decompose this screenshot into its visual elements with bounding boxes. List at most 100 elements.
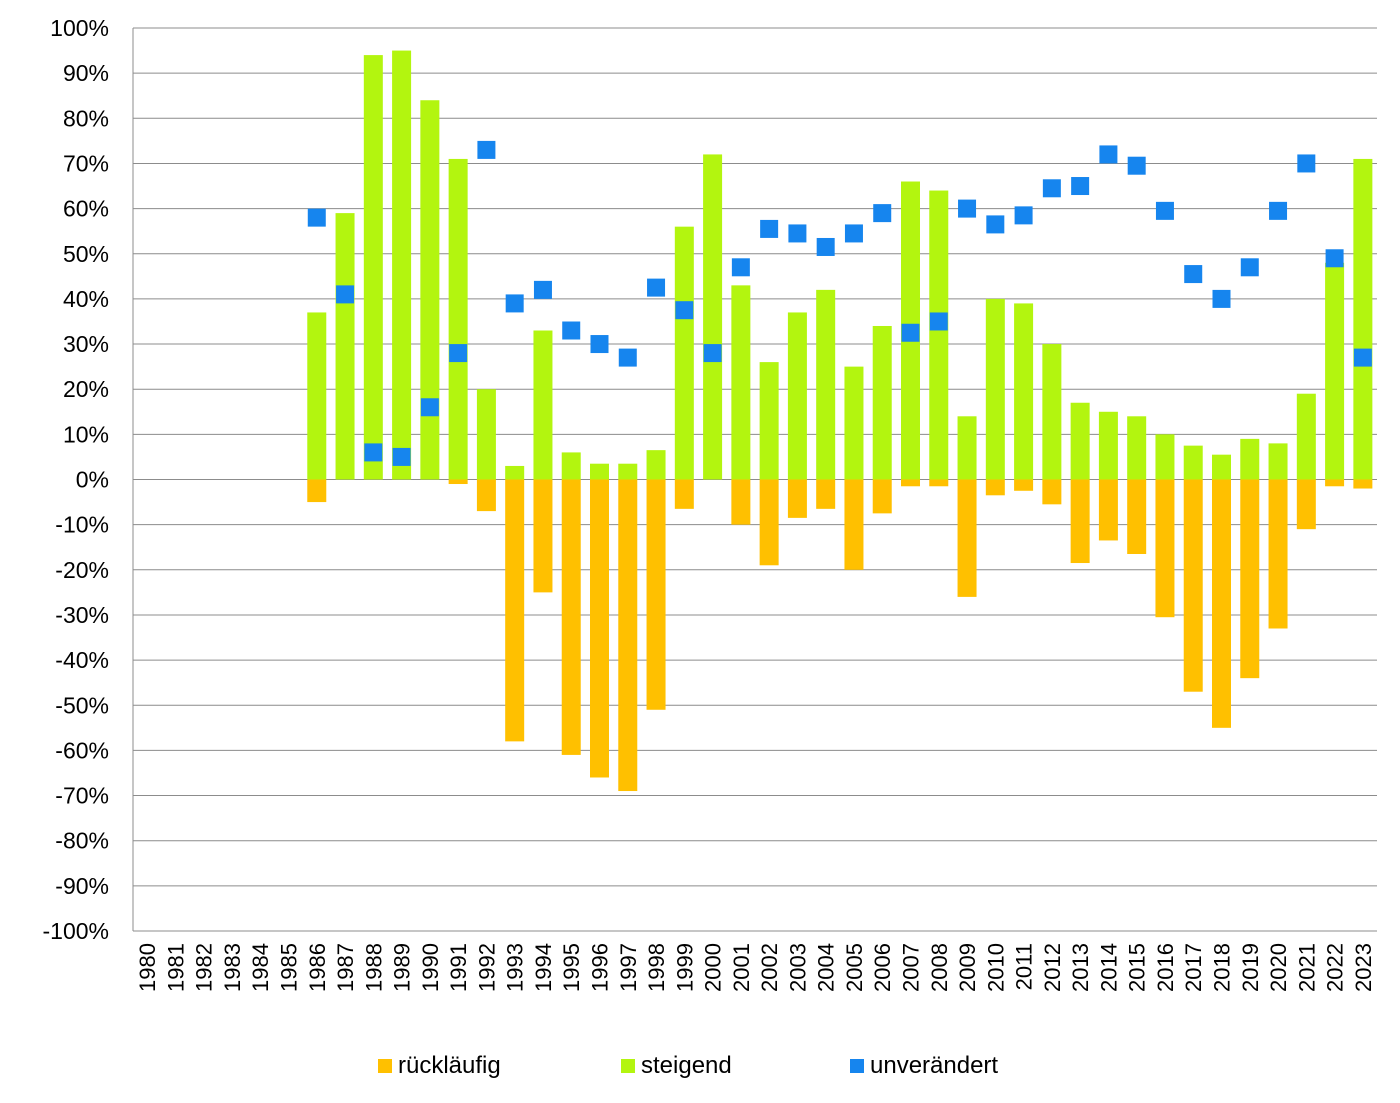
- marker-2018: [1212, 289, 1231, 308]
- marker-1999: [675, 301, 694, 320]
- x-tick-label: 2003: [785, 943, 810, 992]
- marker-2012: [1042, 179, 1061, 198]
- y-tick-label: -90%: [55, 873, 109, 899]
- y-tick-label: -60%: [55, 737, 109, 763]
- x-tick-label: 1997: [616, 943, 641, 992]
- x-tick-label: 2011: [1012, 943, 1037, 990]
- y-tick-label: 90%: [63, 60, 109, 86]
- x-axis-ticks: 1980 1981 1982 1983 1984 1985 1986 1987 1988 1989…: [135, 943, 1376, 992]
- x-tick-label: 1996: [588, 943, 613, 992]
- marker-1992: [477, 140, 496, 159]
- bar-2001: [731, 479, 751, 525]
- x-tick-label: 1983: [220, 943, 245, 992]
- x-tick-label: 1985: [277, 943, 302, 992]
- y-tick-label: -70%: [55, 783, 109, 809]
- bar-2011: [1014, 479, 1034, 491]
- marker-2023: [1353, 348, 1372, 367]
- y-tick-label: -100%: [43, 918, 109, 944]
- marker-2015: [1127, 156, 1146, 175]
- x-tick-label: 2001: [729, 943, 754, 992]
- bar-2005: [844, 366, 864, 480]
- x-tick-label: 1993: [503, 943, 528, 992]
- x-tick-label: 1999: [672, 943, 697, 992]
- y-tick-label: 10%: [63, 421, 109, 447]
- x-tick-label: 2017: [1181, 943, 1206, 992]
- marker-1997: [618, 348, 637, 367]
- x-tick-label: 2014: [1096, 943, 1121, 992]
- x-tick-label: 1980: [135, 943, 160, 992]
- x-tick-label: 1984: [248, 943, 273, 992]
- bar-2018: [1212, 454, 1231, 480]
- x-tick-label: 2022: [1323, 943, 1348, 992]
- marker-2006: [873, 204, 892, 223]
- markers: [307, 140, 1372, 466]
- bar-2019: [1240, 479, 1260, 679]
- bar-1990: [420, 100, 440, 480]
- bar-2018: [1212, 479, 1231, 728]
- x-tick-label: 2012: [1040, 943, 1065, 992]
- marker-1996: [590, 335, 609, 354]
- marker-2019: [1240, 258, 1259, 277]
- x-tick-label: 2008: [927, 943, 952, 992]
- bar-1991: [448, 158, 468, 480]
- x-tick-label: 1990: [418, 943, 443, 992]
- x-tick-label: 2007: [899, 943, 924, 992]
- bar-1998: [646, 450, 666, 480]
- x-tick-label: 1994: [531, 943, 556, 992]
- y-tick-label: 40%: [63, 286, 109, 312]
- marker-2005: [844, 224, 863, 243]
- bar-2019: [1240, 438, 1260, 480]
- bar-2020: [1268, 443, 1288, 480]
- marker-1988: [364, 443, 383, 462]
- bars: [307, 50, 1373, 792]
- bar-2017: [1183, 479, 1203, 692]
- marker-2000: [703, 344, 722, 363]
- bar-2002: [759, 479, 779, 566]
- marker-2009: [958, 199, 977, 218]
- bar-1995: [561, 479, 581, 755]
- y-tick-label: -30%: [55, 602, 109, 628]
- bar-2009: [957, 416, 977, 480]
- marker-2008: [929, 312, 948, 331]
- marker-2016: [1155, 201, 1174, 220]
- legend-item-unverandert: unverändert: [850, 1048, 998, 1084]
- bar-1992: [476, 479, 496, 512]
- x-tick-label: 2020: [1266, 943, 1291, 992]
- bar-1991: [448, 479, 468, 485]
- bar-1996: [590, 479, 609, 778]
- bar-2009: [957, 479, 977, 597]
- y-tick-label: 0%: [76, 467, 109, 493]
- y-tick-label: 80%: [63, 105, 109, 131]
- y-tick-label: -80%: [55, 828, 109, 854]
- x-tick-label: 1998: [644, 943, 669, 992]
- x-tick-label: 2000: [701, 943, 726, 992]
- y-tick-label: -20%: [55, 557, 109, 583]
- bar-2008: [929, 479, 949, 487]
- bar-2014: [1098, 479, 1118, 541]
- bar-2005: [844, 479, 864, 570]
- bar-1988: [363, 55, 383, 480]
- bar-2003: [787, 312, 807, 480]
- x-tick-label: 2016: [1153, 943, 1178, 992]
- bar-2021: [1296, 479, 1316, 530]
- bar-2006: [872, 325, 892, 480]
- bar-2017: [1183, 445, 1203, 480]
- marker-1989: [392, 447, 411, 466]
- x-tick-label: 2015: [1125, 943, 1150, 992]
- x-tick-label: 2018: [1210, 943, 1235, 992]
- marker-2011: [1014, 206, 1033, 225]
- y-tick-label: -50%: [55, 692, 109, 718]
- y-tick-label: -10%: [55, 512, 109, 538]
- bar-2021: [1296, 393, 1316, 480]
- bar-1997: [618, 463, 638, 480]
- y-tick-label: 30%: [63, 331, 109, 357]
- legend: rückläufig steigend unverändert: [0, 1048, 1400, 1084]
- bar-2015: [1127, 416, 1147, 480]
- x-tick-label: 1988: [361, 943, 386, 992]
- x-tick-label: 1987: [333, 943, 358, 992]
- legend-swatch-steigend: [621, 1059, 635, 1073]
- marker-1995: [562, 321, 581, 340]
- marker-2022: [1325, 249, 1344, 268]
- bar-1996: [590, 463, 609, 480]
